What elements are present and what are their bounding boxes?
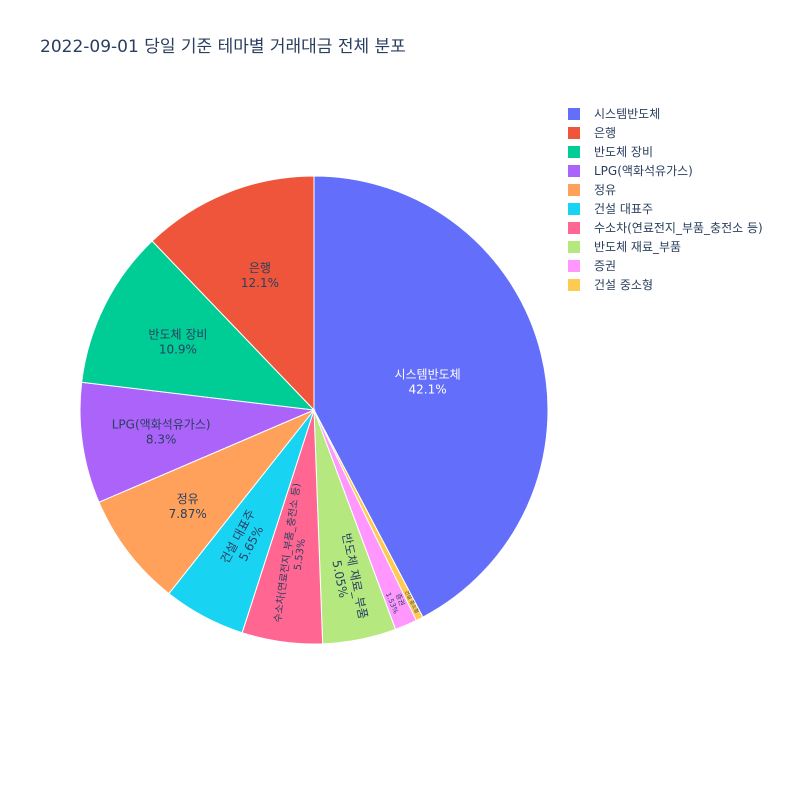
slice-label: 증권1.53% [384,591,406,615]
legend-item[interactable]: 정유 [568,180,763,199]
slice-label: LPG(액화석유가스)8.3% [112,418,211,447]
legend-item[interactable]: 반도체 재료_부품 [568,237,763,256]
slice-name-label: 은행 [249,260,271,275]
slice-percent-label: 42.1% [409,382,447,396]
legend-label: LPG(액화석유가스) [594,164,693,178]
legend-swatch [568,240,580,253]
slice-percent-label: 7.87% [169,507,207,521]
legend-swatch [568,126,580,139]
legend-swatch [568,145,580,158]
pie-slice[interactable] [313,175,549,618]
pie-slice[interactable] [151,175,315,412]
slice-name-label: 정유 [177,492,199,506]
legend-label: 반도체 장비 [594,145,654,159]
slice-name-label: LPG(액화석유가스) [112,418,211,432]
legend-label: 정유 [594,183,617,197]
slice-name-label: 반도체 장비 [148,328,207,342]
pie-slice[interactable] [81,240,316,411]
pie-slice[interactable] [98,409,315,595]
legend-item[interactable]: 건설 대표주 [568,199,763,218]
legend-swatch [568,221,580,234]
legend-item[interactable]: 반도체 장비 [568,142,763,161]
legend-swatch [568,278,580,291]
legend-label: 수소차(연료전지_부품_충전소 등) [594,221,763,235]
slice-percent-label: 10.9% [159,343,197,357]
legend-item[interactable]: 건설 중소형 [568,275,763,294]
legend-swatch [568,107,580,120]
legend-label: 반도체 재료_부품 [594,240,682,254]
legend-swatch [568,202,580,215]
legend-swatch [568,259,580,272]
legend-item[interactable]: 수소차(연료전지_부품_충전소 등) [568,218,763,237]
slice-percent-label: 5.53% [293,538,308,571]
legend-label: 증권 [594,259,617,273]
pie-slice[interactable] [79,381,316,503]
chart-title: 2022-09-01 당일 기준 테마별 거래대금 전체 분포 [40,37,406,57]
legend-swatch [568,183,580,196]
slice-label: 정유7.87% [169,492,207,521]
legend-item[interactable]: LPG(액화석유가스) [568,161,763,180]
slice-percent-label: 12.1% [241,276,279,290]
legend-swatch [568,164,580,177]
legend-item[interactable]: 은행 [568,123,763,142]
legend-item[interactable]: 증권 [568,256,763,275]
slice-percent-label: 8.3% [146,433,177,447]
slice-name-label: 시스템반도체 [394,367,460,381]
legend-label: 건설 대표주 [594,202,654,216]
legend-item[interactable]: 시스템반도체 [568,104,763,123]
legend-label: 시스템반도체 [594,107,661,121]
legend-label: 은행 [594,126,617,140]
legend-label: 건설 중소형 [594,278,654,292]
